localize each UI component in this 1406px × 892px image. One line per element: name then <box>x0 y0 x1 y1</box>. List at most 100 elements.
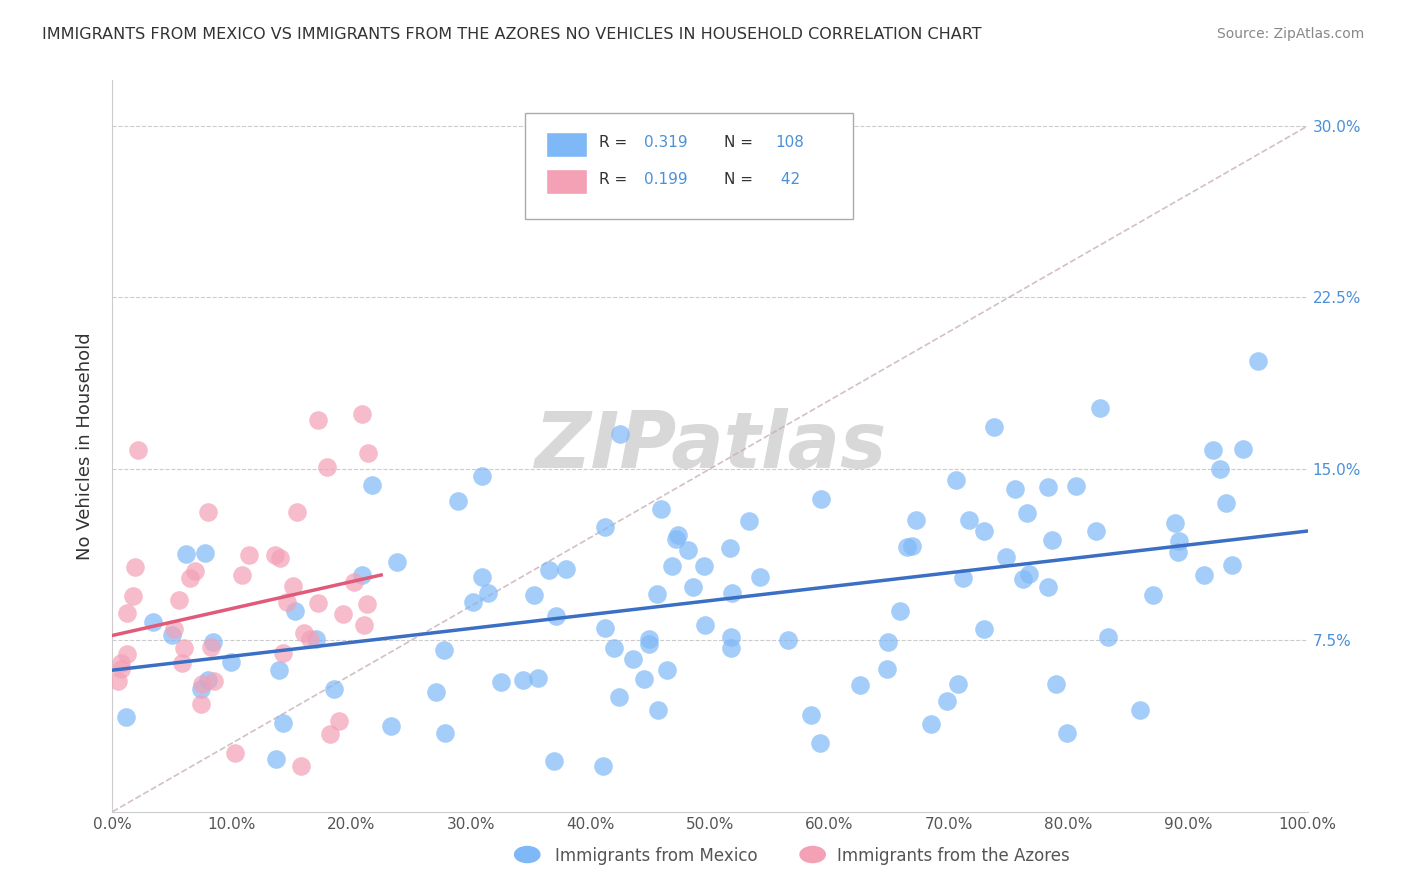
Point <box>142 615 165 629</box>
Point <box>425 685 447 699</box>
Point <box>269 550 291 565</box>
Point <box>477 586 499 600</box>
Point <box>190 681 212 696</box>
Point <box>290 759 312 773</box>
Point <box>595 520 617 534</box>
Point <box>995 550 1018 565</box>
Point <box>124 560 146 574</box>
Point <box>117 606 139 620</box>
Point <box>160 628 183 642</box>
Point <box>380 719 402 733</box>
Point <box>352 407 374 421</box>
Point <box>1004 482 1026 496</box>
Point <box>1084 524 1107 539</box>
Point <box>957 513 980 527</box>
Point <box>948 676 970 690</box>
Point <box>266 751 288 765</box>
Point <box>1036 479 1059 493</box>
Point <box>292 626 315 640</box>
Point <box>202 674 225 689</box>
Point <box>546 609 568 624</box>
Point <box>555 562 578 576</box>
Point <box>231 567 253 582</box>
Point <box>115 709 138 723</box>
Point <box>637 632 659 647</box>
Text: Source: ZipAtlas.com: Source: ZipAtlas.com <box>1216 27 1364 41</box>
Point <box>607 690 630 704</box>
Text: 42: 42 <box>776 171 800 186</box>
Point <box>655 663 678 677</box>
Point <box>471 570 494 584</box>
Point <box>633 673 655 687</box>
Point <box>299 632 322 646</box>
Point <box>332 607 354 621</box>
Point <box>1066 479 1088 493</box>
Point <box>322 681 344 696</box>
Point <box>800 708 823 723</box>
Point <box>877 634 900 648</box>
Point <box>523 588 546 602</box>
Point <box>1015 506 1038 520</box>
Point <box>197 673 219 688</box>
Point <box>896 540 918 554</box>
Point <box>489 675 512 690</box>
Point <box>1056 726 1078 740</box>
Point <box>307 413 329 427</box>
Point <box>305 632 328 647</box>
Point <box>638 638 661 652</box>
Point <box>447 494 470 508</box>
Point <box>307 596 329 610</box>
Point <box>107 674 129 689</box>
Point <box>901 539 924 553</box>
Text: ZIPatlas: ZIPatlas <box>534 408 886 484</box>
Point <box>920 716 942 731</box>
Point <box>1247 353 1270 368</box>
Point <box>720 640 742 655</box>
Y-axis label: No Vehicles in Household: No Vehicles in Household <box>76 332 94 560</box>
Point <box>201 635 224 649</box>
Point <box>221 656 243 670</box>
Text: R =: R = <box>599 171 633 186</box>
Point <box>238 548 260 562</box>
Point <box>527 671 550 685</box>
Text: 0.199: 0.199 <box>644 171 688 186</box>
Point <box>808 737 831 751</box>
Point <box>319 727 342 741</box>
Point <box>197 506 219 520</box>
Point <box>356 597 378 611</box>
Point <box>284 604 307 618</box>
Point <box>433 643 456 657</box>
Point <box>945 473 967 487</box>
Point <box>316 459 339 474</box>
Point <box>973 622 995 636</box>
Point <box>603 641 626 656</box>
Point <box>273 646 295 660</box>
Point <box>190 697 212 711</box>
Point <box>343 574 366 589</box>
Point <box>1045 676 1067 690</box>
Point <box>693 558 716 573</box>
Point <box>537 564 560 578</box>
FancyBboxPatch shape <box>547 132 586 157</box>
Point <box>1018 566 1040 581</box>
Point <box>778 632 800 647</box>
Point <box>115 647 138 661</box>
Point <box>665 532 688 546</box>
Point <box>1167 545 1189 559</box>
Point <box>1128 703 1150 717</box>
Text: 108: 108 <box>776 135 804 150</box>
Point <box>645 587 668 601</box>
Text: IMMIGRANTS FROM MEXICO VS IMMIGRANTS FROM THE AZORES NO VEHICLES IN HOUSEHOLD CO: IMMIGRANTS FROM MEXICO VS IMMIGRANTS FRO… <box>42 27 981 42</box>
Point <box>191 676 214 690</box>
Point <box>935 694 957 708</box>
Point <box>1192 568 1215 582</box>
Point <box>737 514 759 528</box>
Point <box>1232 442 1254 456</box>
Text: Immigrants from Mexico: Immigrants from Mexico <box>555 847 758 865</box>
Point <box>173 641 195 656</box>
Point <box>1220 558 1243 572</box>
Point <box>1164 516 1187 531</box>
Point <box>983 419 1005 434</box>
Point <box>905 513 928 527</box>
Point <box>543 754 565 768</box>
